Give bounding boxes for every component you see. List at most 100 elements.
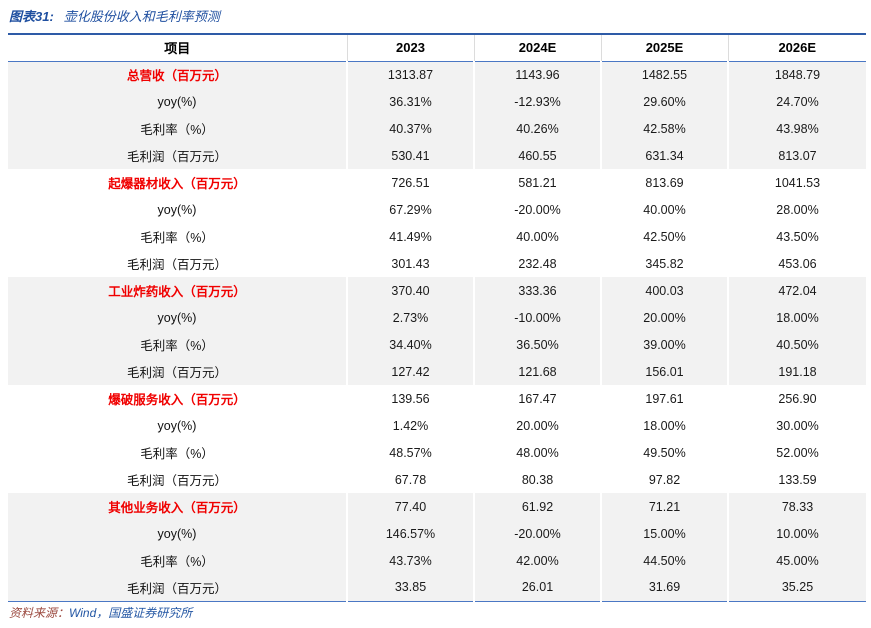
- cell-value: 370.40: [346, 277, 474, 304]
- forecast-table: 项目 2023 2024E 2025E 2026E 总营收（百万元） 1313.8…: [8, 33, 866, 602]
- cell-value: 71.21: [600, 493, 728, 520]
- cell-value: 40.50%: [727, 331, 866, 358]
- cell-value: 460.55: [473, 142, 601, 169]
- cell-value: 121.68: [473, 358, 601, 385]
- cell-value: 139.56: [346, 385, 474, 412]
- table-row: 起爆器材收入（百万元） 726.51 581.21 813.69 1041.53: [8, 169, 866, 196]
- cell-value: 20.00%: [600, 304, 728, 331]
- cell-value: 80.38: [473, 466, 601, 493]
- cell-value: 453.06: [727, 250, 866, 277]
- cell-value: 581.21: [473, 169, 601, 196]
- row-label: 毛利率（%）: [140, 447, 214, 461]
- row-label: 毛利润（百万元）: [126, 474, 227, 488]
- cell-value: 813.69: [600, 169, 728, 196]
- cell-value: -12.93%: [473, 88, 601, 115]
- row-label: 毛利润（百万元）: [8, 574, 347, 602]
- table-row: 毛利润（百万元） 127.42 121.68 156.01 191.18: [8, 358, 866, 385]
- cell-value: 40.37%: [346, 115, 474, 142]
- cell-value: 1482.55: [600, 61, 728, 88]
- table-row: 其他业务收入（百万元） 77.40 61.92 71.21 78.33: [8, 493, 866, 520]
- cell-value: 31.69: [600, 574, 728, 602]
- group-label: 起爆器材收入（百万元）: [108, 177, 246, 191]
- cell-value: 42.00%: [473, 547, 601, 574]
- cell-value: 232.48: [473, 250, 601, 277]
- cell-value: 726.51: [346, 169, 474, 196]
- cell-value: 36.31%: [346, 88, 474, 115]
- cell-value: 2.73%: [346, 304, 474, 331]
- cell-value: -20.00%: [473, 196, 601, 223]
- cell-value: 77.40: [346, 493, 474, 520]
- cell-value: 43.73%: [346, 547, 474, 574]
- cell-value: 24.70%: [727, 88, 866, 115]
- cell-value: -10.00%: [473, 304, 601, 331]
- cell-value: 1313.87: [346, 61, 474, 88]
- table-row: 工业炸药收入（百万元） 370.40 333.36 400.03 472.04: [8, 277, 866, 304]
- source-note: 资料来源：Wind，国盛证券研究所: [9, 604, 192, 621]
- cell-value: 29.60%: [600, 88, 728, 115]
- cell-value: 30.00%: [727, 412, 866, 439]
- table-row: 毛利润（百万元） 530.41 460.55 631.34 813.07: [8, 142, 866, 169]
- cell-value: 97.82: [600, 466, 728, 493]
- table-row: yoy(%) 1.42% 20.00% 18.00% 30.00%: [8, 412, 866, 439]
- header-2026e: 2026E: [727, 34, 866, 62]
- group-label: 工业炸药收入（百万元）: [8, 277, 347, 304]
- cell-value: 40.00%: [473, 223, 601, 250]
- cell-value: 156.01: [600, 358, 728, 385]
- cell-value: 813.07: [727, 142, 866, 169]
- cell-value: 33.85: [346, 574, 474, 602]
- cell-value: 42.50%: [600, 223, 728, 250]
- cell-value: -20.00%: [473, 520, 601, 547]
- table-row: 毛利率（%） 48.57% 48.00% 49.50% 52.00%: [8, 439, 866, 466]
- table-row: 爆破服务收入（百万元） 139.56 167.47 197.61 256.90: [8, 385, 866, 412]
- row-label: 毛利率（%）: [8, 115, 347, 142]
- cell-value: 42.58%: [600, 115, 728, 142]
- cell-value: 301.43: [346, 250, 474, 277]
- table-row: yoy(%) 67.29% -20.00% 40.00% 28.00%: [8, 196, 866, 223]
- cell-value: 48.00%: [473, 439, 601, 466]
- table-body: 总营收（百万元） 1313.87 1143.96 1482.55 1848.79 yoy(…: [8, 61, 866, 602]
- cell-value: 43.50%: [727, 223, 866, 250]
- cell-value: 10.00%: [727, 520, 866, 547]
- cell-value: 133.59: [727, 466, 866, 493]
- cell-value: 15.00%: [600, 520, 728, 547]
- cell-value: 1041.53: [727, 169, 866, 196]
- cell-value: 127.42: [346, 358, 474, 385]
- cell-value: 197.61: [600, 385, 728, 412]
- cell-value: 1143.96: [473, 61, 601, 88]
- figure-title: 图表31: 壶化股份收入和毛利率预测: [9, 6, 220, 25]
- cell-value: 49.50%: [600, 439, 728, 466]
- row-label: 毛利率（%）: [8, 331, 347, 358]
- row-label: 毛利率（%）: [140, 231, 214, 245]
- cell-value: 333.36: [473, 277, 601, 304]
- cell-value: 146.57%: [346, 520, 474, 547]
- group-label: 其他业务收入（百万元）: [8, 493, 347, 520]
- row-label: yoy(%): [8, 520, 347, 547]
- cell-value: 26.01: [473, 574, 601, 602]
- row-label: 毛利润（百万元）: [126, 258, 227, 272]
- cell-value: 36.50%: [473, 331, 601, 358]
- table-row: yoy(%) 36.31% -12.93% 29.60% 24.70%: [8, 88, 866, 115]
- cell-value: 400.03: [600, 277, 728, 304]
- row-label: yoy(%): [157, 418, 197, 433]
- cell-value: 35.25: [727, 574, 866, 602]
- cell-value: 472.04: [727, 277, 866, 304]
- row-label: yoy(%): [8, 88, 347, 115]
- source-label: 资料来源：: [9, 606, 70, 620]
- source-text: Wind，国盛证券研究所: [69, 606, 193, 620]
- cell-value: 48.57%: [346, 439, 474, 466]
- table-header-row: 项目 2023 2024E 2025E 2026E: [8, 34, 866, 62]
- table-row: 毛利润（百万元） 67.78 80.38 97.82 133.59: [8, 466, 866, 493]
- table-row: 毛利率（%） 43.73% 42.00% 44.50% 45.00%: [8, 547, 866, 574]
- row-label: 毛利润（百万元）: [8, 358, 347, 385]
- header-2024e: 2024E: [473, 34, 601, 62]
- figure-number: 图表31:: [9, 9, 54, 24]
- table-row: 毛利率（%） 40.37% 40.26% 42.58% 43.98%: [8, 115, 866, 142]
- cell-value: 18.00%: [727, 304, 866, 331]
- table-row: 总营收（百万元） 1313.87 1143.96 1482.55 1848.79: [8, 61, 866, 88]
- row-label: yoy(%): [157, 202, 197, 217]
- cell-value: 1.42%: [346, 412, 474, 439]
- row-label: yoy(%): [8, 304, 347, 331]
- cell-value: 345.82: [600, 250, 728, 277]
- cell-value: 52.00%: [727, 439, 866, 466]
